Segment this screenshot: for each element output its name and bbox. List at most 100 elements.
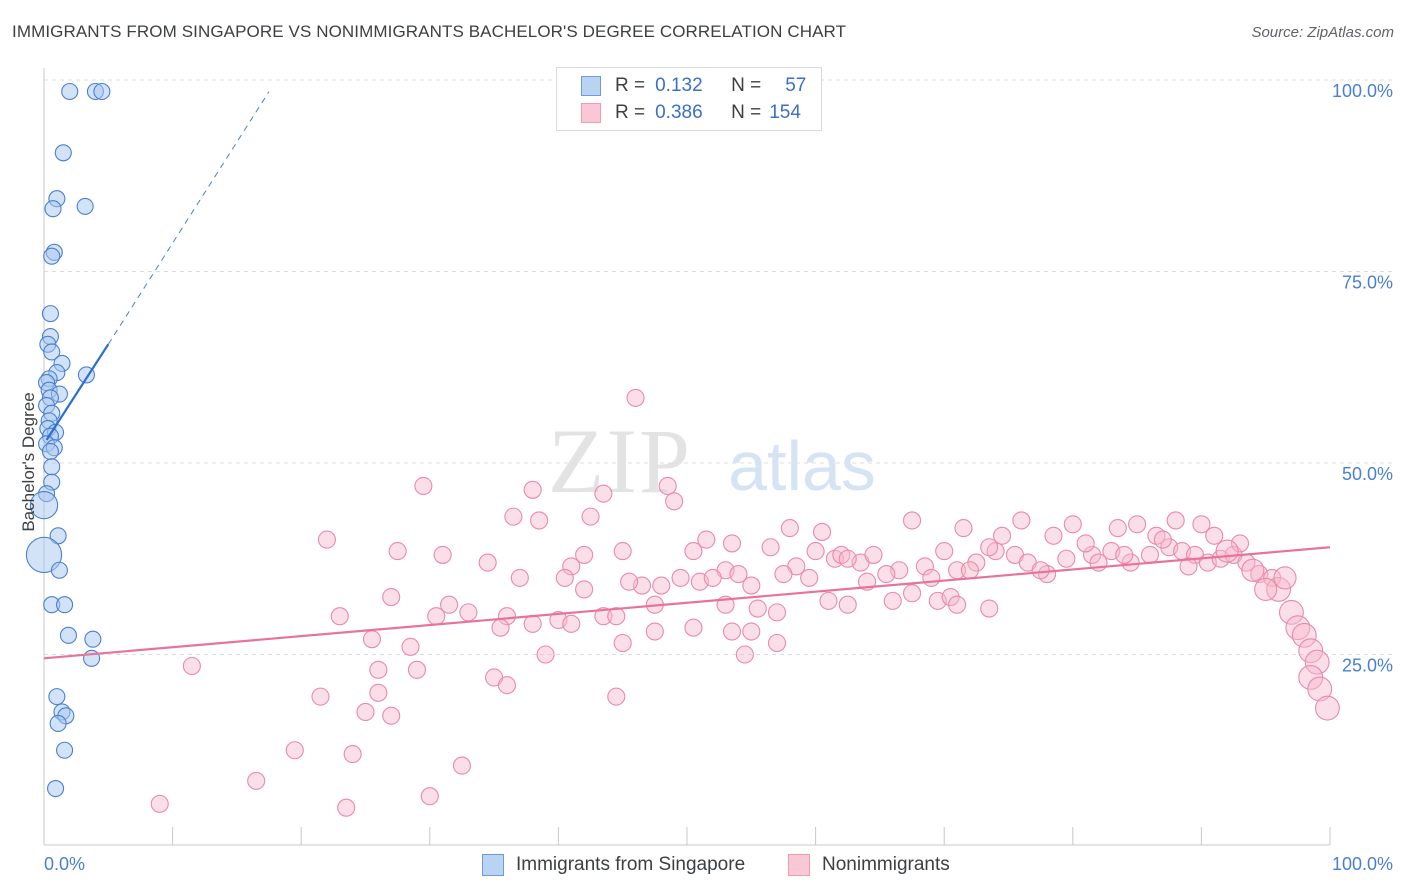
singapore-points	[25, 82, 111, 798]
singapore-trend-line	[45, 343, 110, 441]
nonimmigrant-point	[388, 542, 407, 561]
nonimmigrant-point	[980, 538, 999, 557]
nonimmigrant-point	[1140, 545, 1160, 564]
nonimmigrant-point	[922, 568, 941, 587]
singapore-point	[59, 626, 77, 644]
y-tick-label: 25.0%	[1342, 656, 1393, 676]
nonimmigrant-point	[742, 622, 761, 641]
nonimmigrant-point	[954, 519, 973, 538]
nonimmigrant-point	[960, 561, 979, 580]
nonimmigrant-point	[433, 545, 452, 564]
nonimmigrant-point	[581, 507, 600, 526]
nonimmigrant-point	[1205, 526, 1224, 545]
y-tick-label: 75.0%	[1342, 273, 1393, 293]
singapore-point	[44, 200, 62, 218]
legend-r-value: 0.132	[655, 75, 703, 96]
nonimmigrant-point	[440, 595, 459, 614]
nonimmigrant-point	[613, 633, 632, 653]
legend-n-label: N =	[731, 102, 762, 123]
nonimmigrant-point	[1278, 599, 1304, 625]
nonimmigrant-point	[407, 660, 426, 679]
nonimmigrant-point	[1121, 553, 1140, 572]
nonimmigrant-point	[1128, 515, 1147, 534]
x-tick-label: 0.0%	[44, 854, 85, 874]
nonimmigrant-point	[800, 568, 819, 587]
nonimmigrant-point	[620, 572, 639, 591]
nonimmigrant-point	[748, 599, 767, 618]
nonimmigrant-point	[980, 599, 999, 618]
nonimmigrant-point	[420, 787, 439, 806]
y-tick-label: 50.0%	[1342, 464, 1393, 484]
nonimmigrant-point	[1273, 566, 1297, 590]
nonimmigrant-point	[877, 565, 896, 584]
nonimmigrant-point	[317, 530, 336, 549]
nonimmigrant-point	[382, 706, 401, 725]
pink-swatch-icon	[788, 854, 810, 876]
nonimmigrant-point	[1192, 515, 1211, 534]
correlation-legend: R = 0.132 N = 57 R = 0.386 N = 154	[556, 67, 822, 131]
nonimmigrant-point	[671, 568, 690, 587]
singapore-point	[76, 197, 94, 215]
singapore-trend-extension	[107, 91, 270, 345]
nonimmigrant-point	[330, 607, 349, 626]
nonimmigrant-point	[1285, 615, 1311, 641]
nonimmigrant-point	[1179, 557, 1198, 576]
nonimmigrant-point	[491, 618, 510, 637]
nonimmigrant-point	[626, 388, 645, 407]
nonimmigrant-point	[806, 542, 825, 561]
singapore-point	[29, 490, 59, 520]
singapore-point	[43, 458, 61, 476]
source-attribution: Source: ZipAtlas.com	[1251, 24, 1394, 41]
nonimmigrant-point	[941, 587, 960, 607]
singapore-point	[47, 779, 65, 798]
nonimmigrant-point	[993, 526, 1012, 545]
nonimmigrant-point	[1153, 530, 1172, 549]
singapore-point	[56, 596, 74, 614]
nonimmigrant-point	[1166, 511, 1185, 530]
legend-n-value: 154	[769, 102, 801, 123]
singapore-point	[48, 688, 66, 706]
nonimmigrant-point	[1307, 676, 1333, 702]
nonimmigrant-point	[607, 607, 626, 626]
nonimmigrant-point	[382, 587, 401, 607]
nonimmigrant-point	[703, 568, 722, 587]
nonimmigrant-point	[575, 580, 594, 599]
legend-n-value: 57	[785, 75, 807, 96]
nonimmigrant-point	[150, 794, 169, 813]
nonimmigrant-point	[658, 476, 677, 496]
nonimmigrant-point	[594, 607, 613, 626]
nonimmigrant-point	[684, 542, 703, 561]
axis-labels: 25.0% 50.0% 75.0% 100.0% 0.0% 100.0% Bachelor'…	[19, 81, 1393, 874]
nonimmigrant-point	[504, 507, 523, 526]
nonimmigrant-point	[401, 637, 420, 656]
nonimmigrant-point	[1063, 515, 1082, 534]
bottom-legend-nonimmigrants: Nonimmigrants	[788, 852, 950, 878]
nonimmigrant-point	[337, 798, 356, 817]
nonimmigrant-point	[742, 576, 761, 595]
singapore-point	[84, 630, 102, 648]
nonimmigrant-point	[812, 522, 832, 541]
nonimmigrant-point	[902, 584, 922, 603]
singapore-point	[41, 442, 59, 461]
nonimmigrant-point	[575, 545, 594, 564]
nonimmigrant-point	[594, 484, 613, 503]
nonimmigrant-point	[722, 622, 742, 641]
nonimmigrant-point	[452, 756, 472, 775]
nonimmigrant-point	[369, 683, 388, 702]
nonimmigrant-point	[1057, 549, 1076, 568]
nonimmigrant-point	[838, 549, 857, 568]
nonimmigrant-point	[343, 745, 362, 764]
nonimmigrant-point	[948, 595, 967, 614]
nonimmigrant-point	[735, 645, 754, 664]
bottom-legend-label: Nonimmigrants	[822, 854, 950, 875]
nonimmigrant-point	[902, 511, 922, 530]
nonimmigrant-point	[478, 553, 497, 572]
legend-r-value: 0.386	[655, 102, 703, 123]
nonimmigrant-point	[722, 534, 742, 553]
nonimmigrant-point	[613, 542, 632, 561]
nonimmigrant-point	[1230, 534, 1250, 553]
nonimmigrant-point	[697, 530, 716, 549]
nonimmigrant-point	[1298, 638, 1324, 664]
y-axis-title: Bachelor's Degree	[19, 392, 38, 531]
